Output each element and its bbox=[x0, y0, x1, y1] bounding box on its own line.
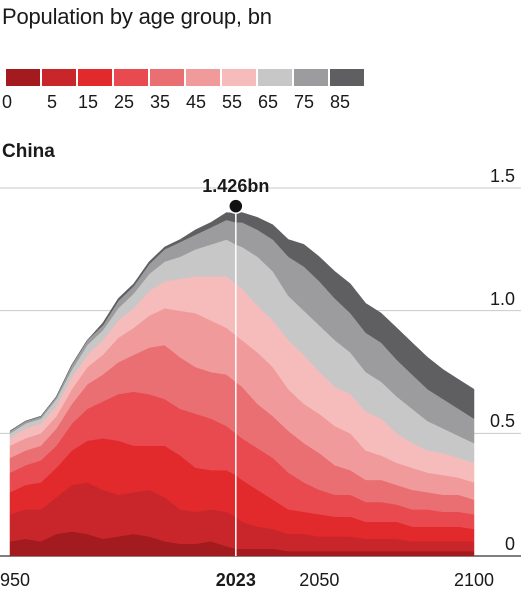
legend-tick-label: 35 bbox=[149, 92, 171, 112]
peak-annotation: 1.426bn bbox=[202, 176, 270, 196]
chart-title: Population by age group, bn bbox=[2, 4, 272, 29]
y-tick-label: 0 bbox=[504, 534, 515, 554]
legend-tick-label: 65 bbox=[257, 92, 279, 112]
legend-tick-label: 45 bbox=[185, 92, 207, 112]
legend-tick-label: 75 bbox=[293, 92, 315, 112]
chart-subtitle: China bbox=[2, 141, 55, 162]
x-tick-label: 1950 bbox=[0, 570, 31, 590]
x-tick-label: 2050 bbox=[299, 570, 340, 590]
legend-swatch-25 bbox=[114, 69, 148, 86]
y-tick-label: 1.0 bbox=[489, 288, 515, 309]
legend-tick-label: 5 bbox=[46, 92, 58, 112]
legend-swatch-85 bbox=[330, 69, 364, 86]
legend-swatch-35 bbox=[150, 69, 184, 86]
legend-tick-label: 55 bbox=[221, 92, 243, 112]
legend-swatch-65 bbox=[258, 69, 292, 86]
legend-swatch-45 bbox=[186, 69, 220, 86]
y-tick-label: 0.5 bbox=[489, 411, 515, 432]
peak-marker bbox=[228, 198, 244, 214]
y-tick-label: 1.5 bbox=[489, 166, 515, 186]
legend-swatch-0 bbox=[6, 69, 40, 86]
legend-swatch-55 bbox=[222, 69, 256, 86]
area-series-85 bbox=[9, 212, 475, 432]
x-tick-label: 2100 bbox=[453, 570, 495, 590]
legend-swatch-75 bbox=[294, 69, 328, 86]
legend-tick-label: 25 bbox=[113, 92, 135, 112]
legend-tick-label: 15 bbox=[77, 92, 99, 112]
legend-tick-label: 85 bbox=[329, 92, 351, 112]
legend-swatch-15 bbox=[78, 69, 112, 86]
legend-tick-label: 0 bbox=[2, 92, 13, 112]
x-tick-label: 2023 bbox=[215, 570, 256, 590]
legend-swatch-5 bbox=[42, 69, 76, 86]
age-legend-ticks: 0 5 15 25 35 45 55 65 75 85 bbox=[0, 92, 420, 116]
age-legend bbox=[6, 69, 366, 86]
